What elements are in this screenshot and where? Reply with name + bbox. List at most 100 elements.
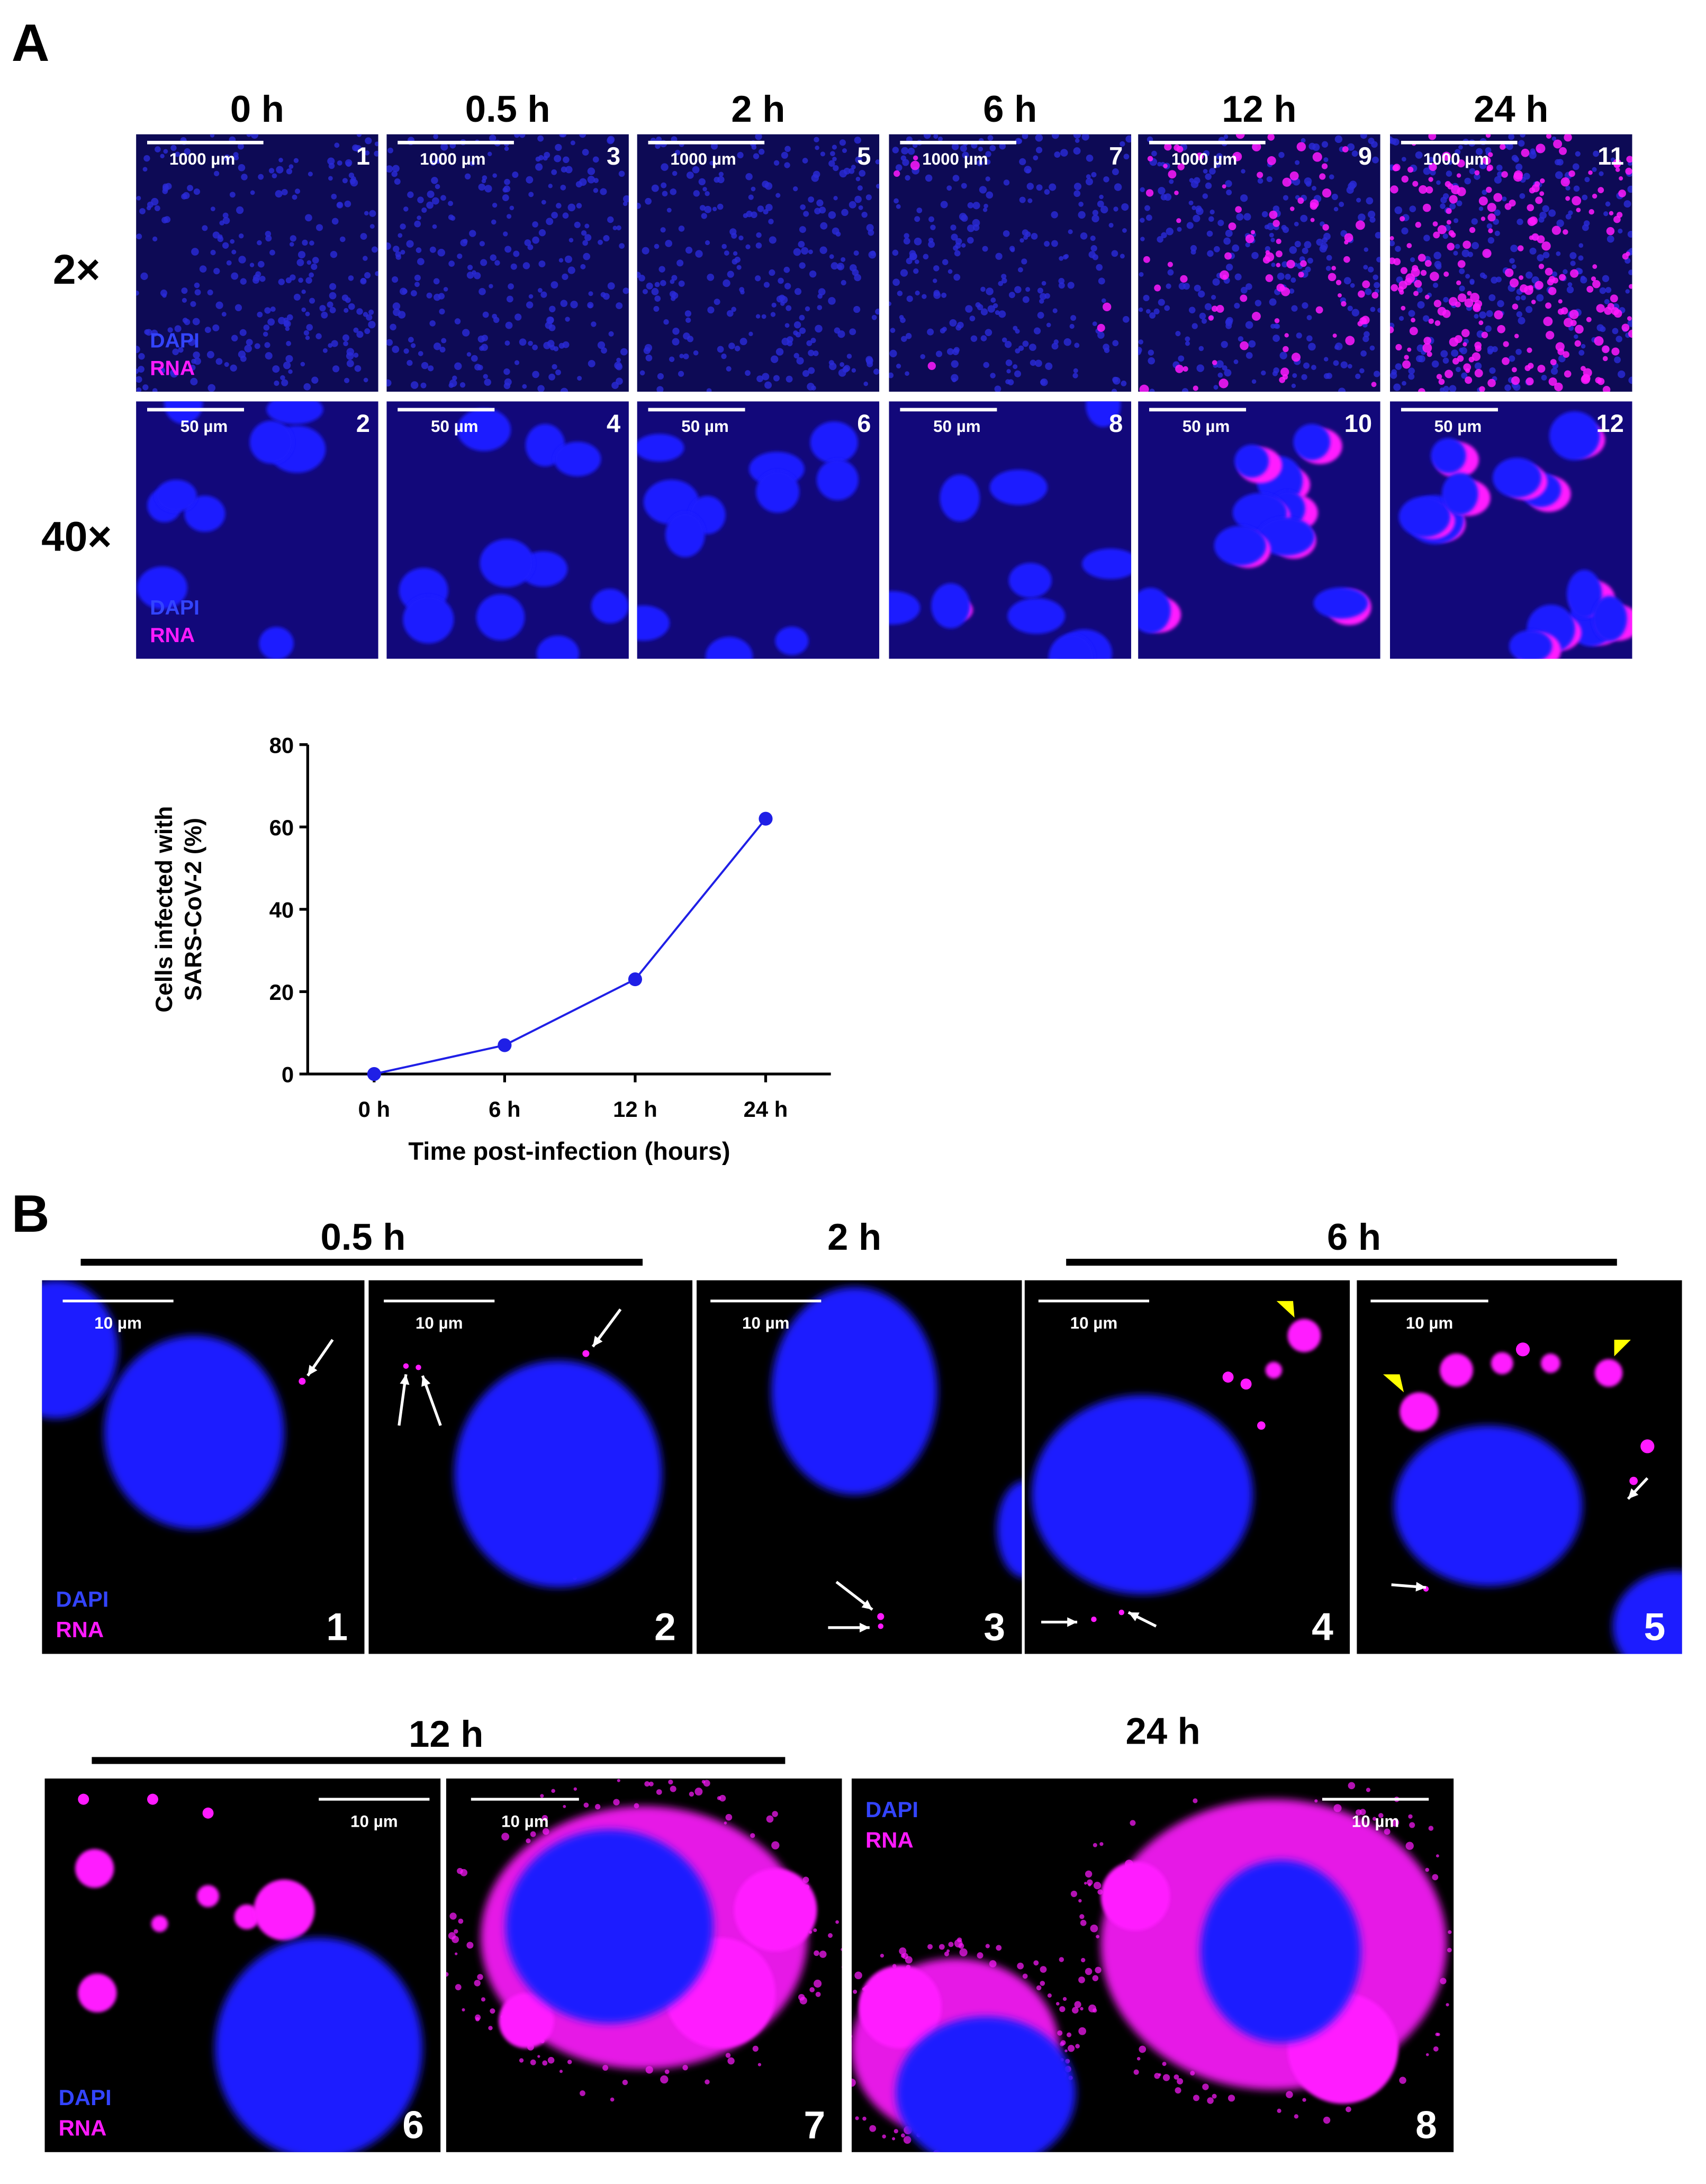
rna-signal	[1435, 2032, 1439, 2036]
rna-signal	[1481, 331, 1488, 339]
rna-signal	[724, 1821, 727, 1825]
nucleus	[1186, 222, 1194, 229]
nucleus	[355, 145, 362, 152]
nucleus	[1519, 193, 1526, 199]
nucleus	[889, 372, 894, 378]
nucleus	[810, 421, 858, 464]
rna-signal	[855, 2116, 859, 2120]
nucleus	[828, 160, 835, 167]
nucleus	[1556, 219, 1564, 227]
nucleus	[1374, 371, 1380, 377]
rna-signal	[644, 1781, 650, 1787]
rna-signal	[1406, 243, 1412, 248]
nucleus	[1193, 214, 1200, 222]
nucleus	[1485, 147, 1492, 154]
nucleus	[761, 314, 766, 319]
rna-signal	[622, 2079, 628, 2086]
nucleus	[443, 287, 448, 292]
rna-signal	[752, 2045, 759, 2052]
nucleus	[1010, 247, 1015, 252]
rna-signal	[719, 1794, 726, 1802]
nucleus	[560, 184, 566, 191]
rna-signal	[815, 1991, 821, 1997]
nucleus	[1169, 179, 1174, 184]
rna-signal	[1487, 213, 1496, 222]
scale-label: 10 µm	[416, 1314, 463, 1332]
nucleus	[1343, 277, 1351, 285]
nucleus	[858, 205, 863, 210]
nucleus	[213, 170, 220, 176]
nucleus	[925, 174, 933, 182]
nucleus	[1226, 189, 1232, 196]
nucleus	[952, 175, 960, 182]
nucleus	[757, 205, 764, 212]
nucleus	[494, 260, 500, 266]
rna-signal	[1628, 329, 1632, 338]
nucleus	[1580, 276, 1587, 284]
nucleus	[581, 230, 587, 236]
rna-signal	[610, 2097, 615, 2102]
nucleus	[568, 238, 574, 242]
nucleus	[756, 232, 762, 238]
nucleus	[138, 353, 145, 360]
nucleus	[1111, 250, 1118, 257]
nucleus	[1312, 186, 1316, 191]
nucleus	[1001, 274, 1007, 279]
nucleus	[998, 281, 1004, 286]
rna-signal	[1390, 257, 1396, 265]
nucleus	[1014, 370, 1022, 377]
nucleus	[1615, 336, 1622, 342]
rna-signal	[1291, 353, 1301, 362]
rna-signal	[1033, 1960, 1039, 1966]
nucleus	[1516, 311, 1523, 318]
image-number: 7	[1109, 142, 1123, 170]
nucleus	[946, 185, 952, 191]
nucleus	[1485, 325, 1492, 332]
nucleus	[672, 328, 680, 335]
rna-signal	[1095, 1966, 1102, 1973]
nucleus	[1074, 342, 1080, 348]
nucleus	[329, 306, 336, 313]
rna-signal	[1504, 268, 1514, 277]
channel-label: RNA	[150, 357, 195, 380]
rna-signal	[1488, 152, 1493, 157]
rna-signal	[1062, 1997, 1067, 2001]
rna-signal	[1343, 256, 1350, 263]
rna-signal	[668, 1779, 673, 1785]
rna-signal	[1446, 2003, 1449, 2007]
nucleus	[170, 369, 178, 378]
nucleus	[414, 220, 421, 228]
rna-signal	[1537, 365, 1546, 373]
nucleus	[1051, 240, 1058, 247]
nucleus	[504, 146, 509, 151]
arrow-head	[400, 1374, 410, 1385]
nucleus	[1158, 299, 1165, 306]
nucleus	[1146, 214, 1152, 221]
nucleus	[556, 203, 562, 209]
nucleus	[1086, 154, 1094, 162]
nucleus	[222, 242, 229, 249]
rna-signal	[1401, 175, 1409, 183]
rna-signal	[1084, 1882, 1087, 1885]
nucleus	[1033, 155, 1039, 161]
nucleus	[579, 134, 586, 138]
nucleus	[303, 383, 311, 391]
nucleus	[1614, 356, 1621, 364]
nucleus	[905, 333, 912, 339]
nucleus	[292, 194, 297, 200]
micrograph	[1024, 1280, 1350, 1654]
rna-signal	[1345, 336, 1355, 346]
nucleus	[616, 225, 621, 231]
nucleus	[334, 142, 340, 148]
rna-signal	[1196, 152, 1204, 160]
nucleus	[832, 157, 837, 161]
nucleus	[1509, 355, 1515, 362]
channel-label: RNA	[56, 1617, 104, 1642]
rna-signal	[1399, 2077, 1406, 2084]
nucleus	[579, 178, 587, 186]
rna-signal	[1481, 1948, 1484, 1952]
nucleus	[1628, 269, 1632, 275]
nucleus	[555, 143, 562, 151]
nucleus	[1281, 261, 1288, 268]
